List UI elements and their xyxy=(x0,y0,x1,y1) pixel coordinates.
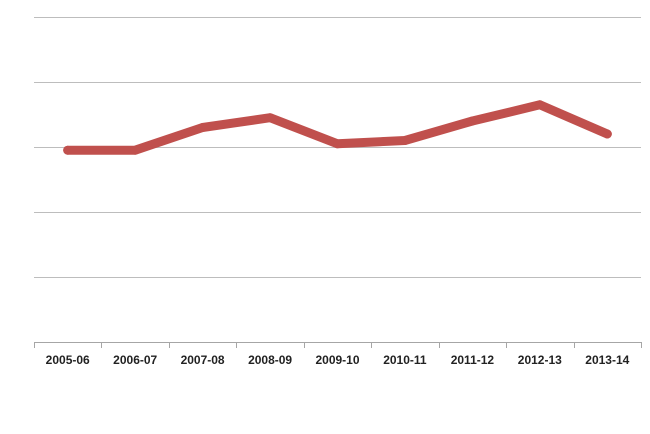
x-axis xyxy=(34,342,642,348)
x-tick-label: 2007-08 xyxy=(181,353,225,367)
data-point-2009-10 xyxy=(333,139,342,149)
data-point-2011-12 xyxy=(467,116,477,126)
series-layer xyxy=(63,100,612,155)
data-point-2012-13 xyxy=(535,100,545,110)
x-tick-label: 2012-13 xyxy=(518,353,562,367)
data-point-2008-09 xyxy=(265,113,275,123)
x-tick-label: 2006-07 xyxy=(113,353,157,367)
data-point-2013-14 xyxy=(602,129,612,139)
x-tick-label: 2005-06 xyxy=(46,353,90,367)
data-point-2007-08 xyxy=(198,123,208,132)
data-point-2010-11 xyxy=(400,136,410,145)
data-point-2006-07 xyxy=(130,145,140,155)
x-tick-label: 2010-11 xyxy=(383,353,427,367)
x-tick-label: 2013-14 xyxy=(585,353,629,367)
x-tick-label: 2009-10 xyxy=(315,353,359,367)
x-tick-label: 2008-09 xyxy=(248,353,292,367)
x-tick-labels: 2005-06 2006-07 2007-08 2008-09 2009-10 2010-… xyxy=(46,353,630,367)
x-tick-label: 2011-12 xyxy=(451,353,495,367)
data-point-2005-06 xyxy=(63,145,73,155)
